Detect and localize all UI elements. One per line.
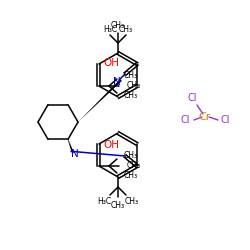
Text: H₃C: H₃C: [97, 196, 111, 205]
Polygon shape: [78, 79, 122, 122]
Text: H₃C: H₃C: [103, 26, 117, 35]
Text: Cl: Cl: [180, 115, 190, 125]
Text: CH₃: CH₃: [119, 26, 133, 35]
Text: OH: OH: [103, 58, 119, 68]
Text: CH₃: CH₃: [125, 196, 139, 205]
Text: N: N: [71, 149, 79, 159]
Text: CH₃: CH₃: [127, 162, 141, 170]
Text: OH: OH: [103, 140, 119, 150]
Text: Cl: Cl: [187, 93, 197, 103]
Text: CH₃: CH₃: [124, 152, 138, 160]
Text: CH₃: CH₃: [124, 92, 138, 100]
Text: Cl: Cl: [220, 115, 230, 125]
Text: Cr: Cr: [199, 112, 211, 122]
Text: CH₃: CH₃: [124, 172, 138, 180]
Text: CH₃: CH₃: [124, 72, 138, 80]
Text: CH₃: CH₃: [111, 22, 125, 30]
Text: N: N: [113, 77, 121, 87]
Text: CH₃: CH₃: [111, 202, 125, 210]
Text: CH₃: CH₃: [127, 82, 141, 90]
